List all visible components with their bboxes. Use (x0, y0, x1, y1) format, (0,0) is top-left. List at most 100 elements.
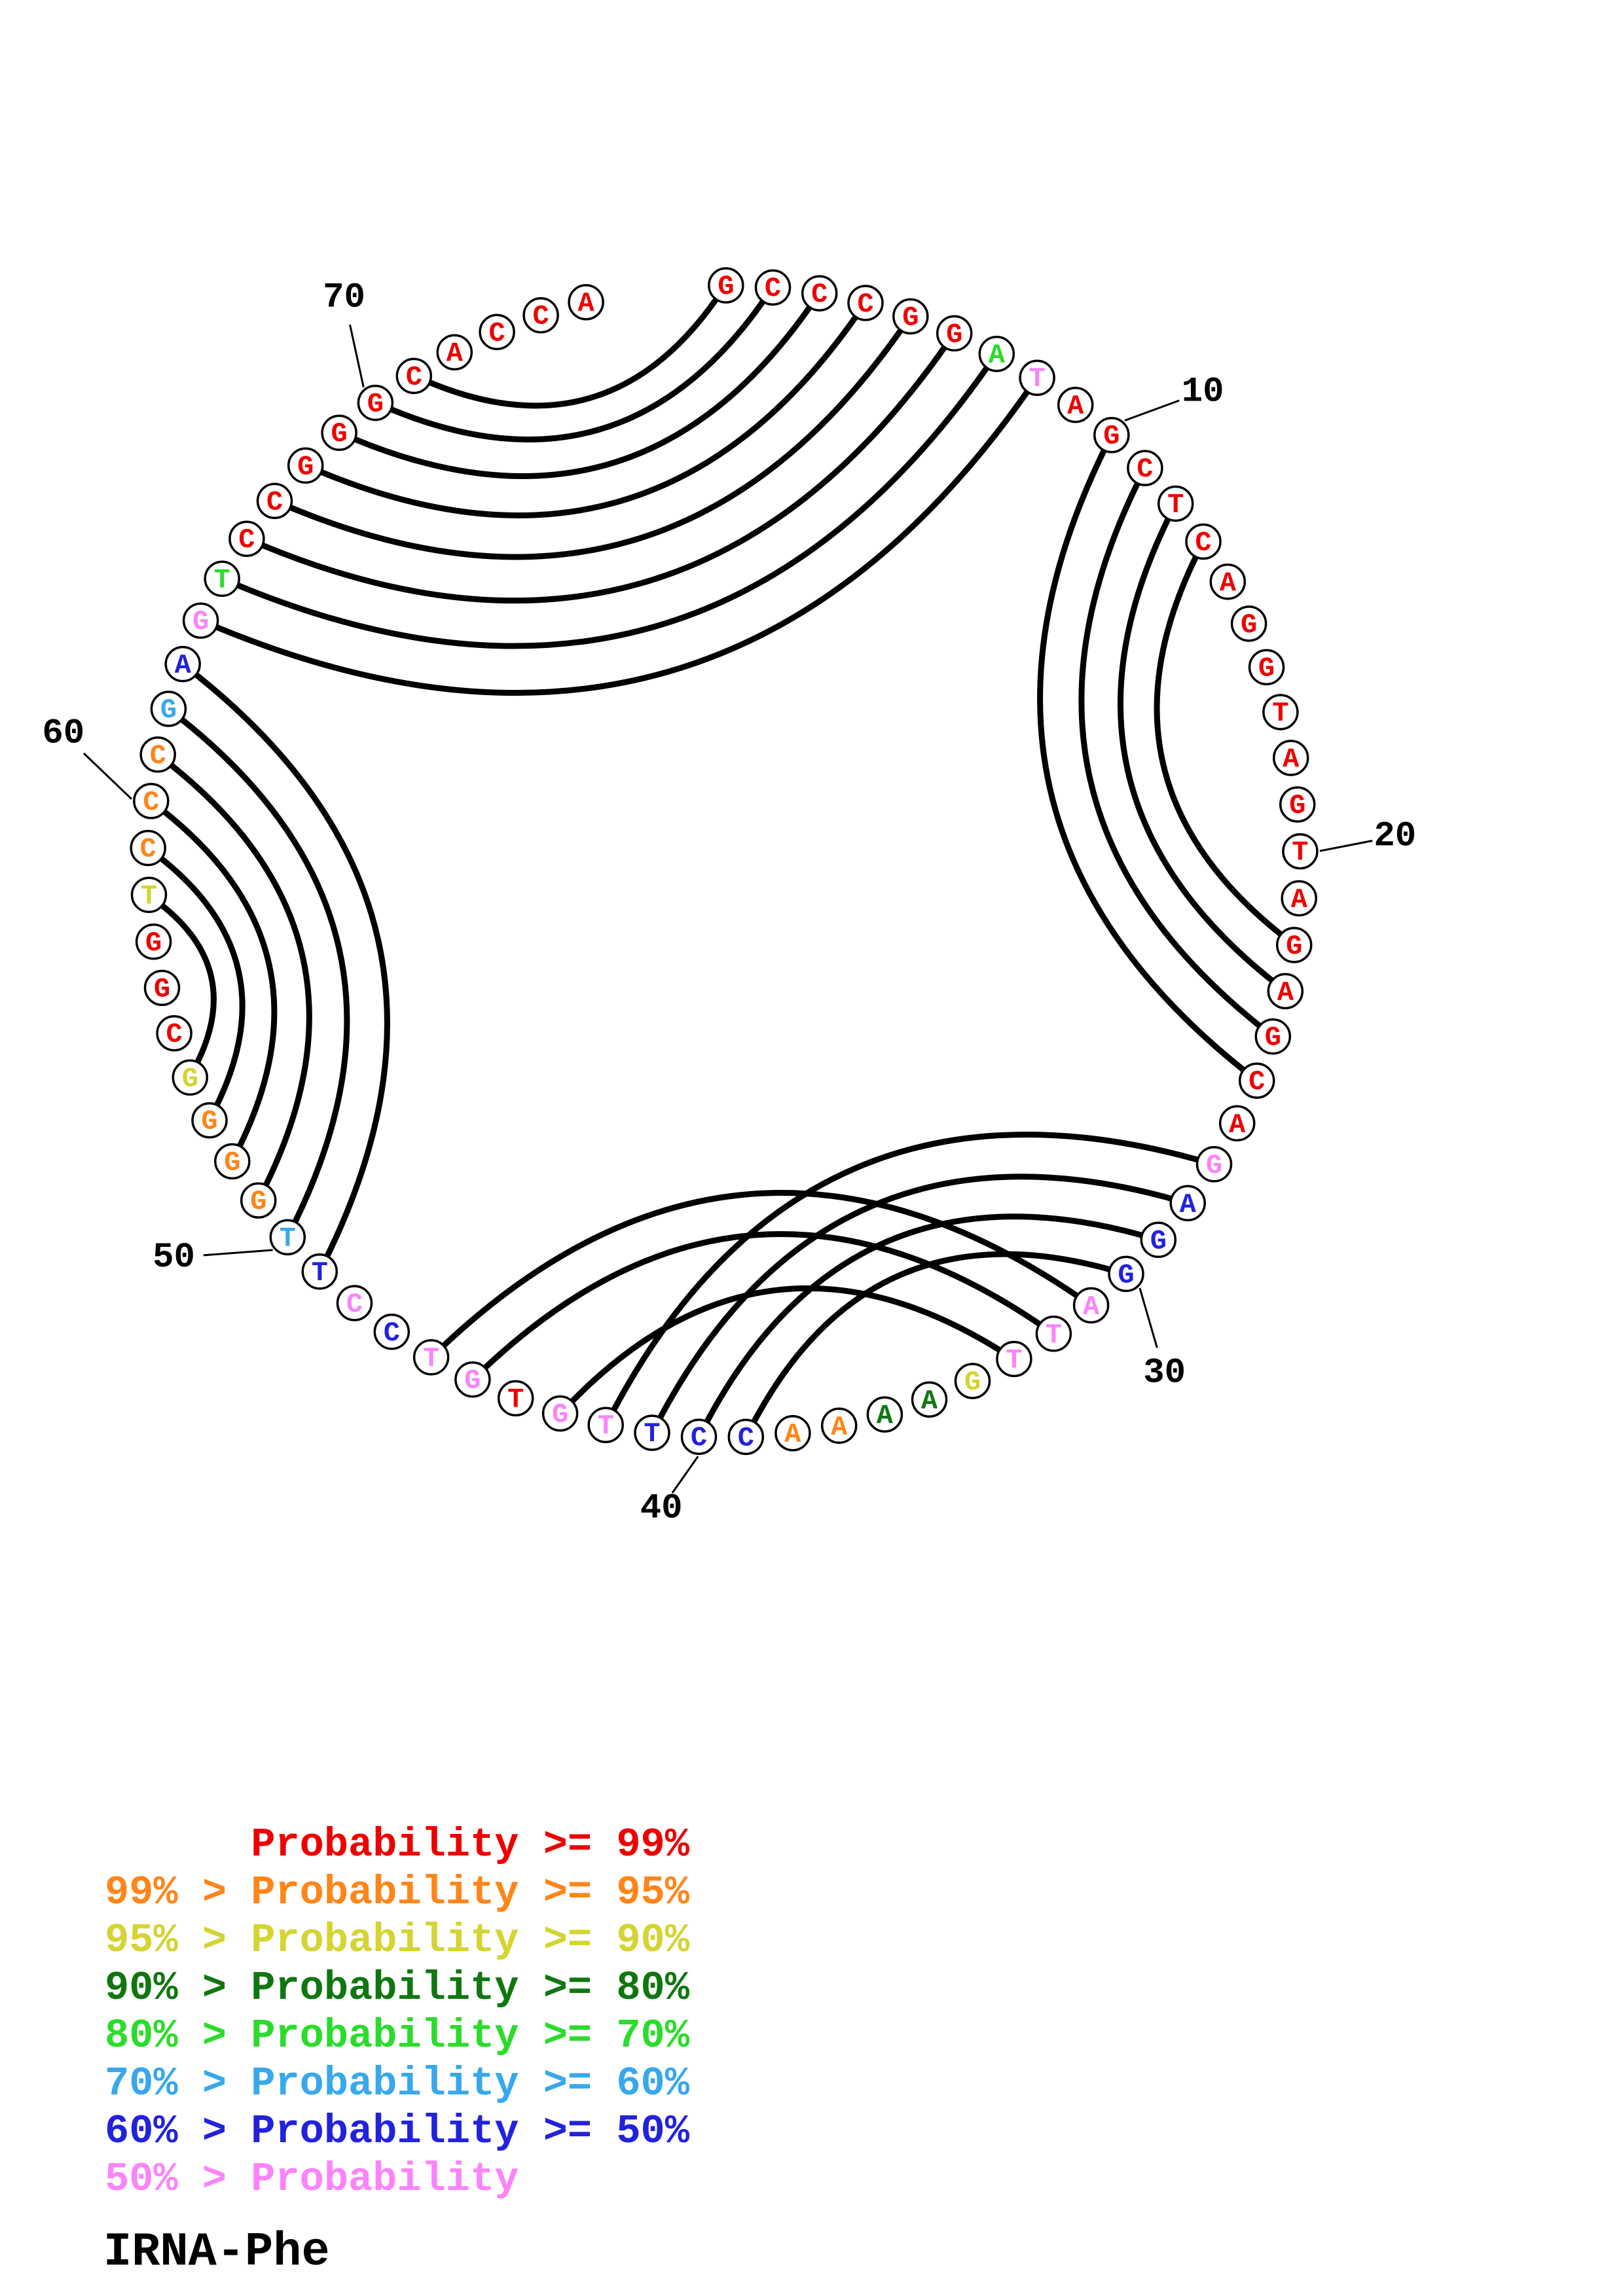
nucleotide-circle-10 (1093, 416, 1130, 454)
nucleotide-circle-45 (454, 1361, 491, 1398)
probability-legend: Probability >= 99% 99% > Probability >= 9… (105, 1821, 689, 2203)
nucleotide-circle-16 (1248, 649, 1285, 686)
nucleotide-letter-75: A (577, 288, 594, 319)
nucleotide-circle-34 (954, 1363, 991, 1399)
nucleotide-letter-39: C (738, 1422, 754, 1454)
nucleotide-circle-54 (172, 1059, 209, 1096)
nucleotide-letter-7: A (989, 340, 1006, 371)
nucleotide-letter-2: C (765, 273, 781, 304)
nucleotide-circle-48 (336, 1285, 373, 1321)
nucleotide-letter-49: T (312, 1257, 328, 1289)
nucleotide-letter-40: C (691, 1422, 707, 1454)
pair-arc-13-22 (1154, 554, 1284, 938)
pair-arc-31-46 (441, 1190, 1080, 1349)
pair-arc-2-70 (388, 298, 766, 442)
nucleotide-letter-57: G (145, 927, 162, 959)
nucleotide-letter-58: T (141, 880, 157, 912)
nucleotide-letter-14: A (1220, 567, 1237, 599)
nucleotide-letter-30: G (1118, 1259, 1134, 1291)
legend-row-1: Probability >= 99% (105, 1821, 689, 1868)
nucleotide-circle-1 (708, 267, 744, 304)
nucleotide-circle-39 (727, 1418, 765, 1456)
nucleotide-letter-37: A (831, 1411, 848, 1443)
legend-row-6: 70% > Probability >= 60% (105, 2060, 689, 2107)
nucleotide-circle-29 (1140, 1221, 1177, 1259)
nucleotide-circle-49 (301, 1253, 338, 1290)
nucleotide-circle-37 (820, 1407, 858, 1444)
nucleotide-letter-29: G (1150, 1225, 1167, 1257)
position-label-70: 70 (323, 278, 365, 318)
nucleotide-letter-6: G (946, 319, 962, 350)
nucleotide-circle-53 (191, 1102, 228, 1139)
nucleotide-circle-50 (269, 1219, 306, 1256)
nucleotide-circle-28 (1169, 1185, 1206, 1222)
nucleotide-letter-72: A (447, 338, 464, 369)
position-label-40: 40 (640, 1489, 683, 1529)
label-leader-20 (1319, 840, 1373, 852)
nucleotide-letter-15: G (1241, 609, 1257, 641)
nucleotide-letter-65: T (214, 564, 230, 596)
nucleotide-circle-65 (204, 560, 240, 598)
nucleotide-circle-66 (228, 520, 265, 557)
nucleotide-circle-61 (139, 736, 176, 773)
legend-row-5: 80% > Probability >= 70% (105, 2013, 689, 2059)
pair-arc-33-43 (569, 1285, 1003, 1405)
nucleotide-circle-6 (936, 315, 973, 352)
label-leader-50 (203, 1249, 273, 1257)
nucleotide-circle-35 (911, 1381, 948, 1418)
position-labels: 10 20 30 40 50 60 70 (42, 278, 1416, 1529)
nucleotide-circle-72 (436, 334, 473, 370)
nucleotide-letter-56: G (154, 973, 170, 1005)
nucleotide-circle-58 (130, 876, 168, 914)
nucleotide-letter-32: T (1046, 1319, 1062, 1351)
nucleotide-letter-36: A (877, 1400, 894, 1431)
nucleotide-letter-66: C (238, 524, 255, 556)
pair-arc-12-23 (1117, 516, 1275, 984)
nucleotide-letter-46: T (423, 1343, 439, 1374)
nucleotide-circle-47 (373, 1314, 410, 1350)
nucleotide-letter-63: A (175, 650, 192, 681)
position-label-50: 50 (153, 1238, 195, 1278)
nucleotide-circle-70 (357, 384, 394, 422)
nucleotide-circle-57 (135, 924, 172, 960)
nucleotide-circle-7 (978, 335, 1015, 372)
nucleotide-letter-33: T (1006, 1344, 1022, 1376)
legend-row-3: 95% > Probability >= 90% (105, 1917, 689, 1964)
nucleotide-letter-1: G (718, 271, 734, 302)
nucleotide-letter-34: G (964, 1367, 981, 1398)
pair-arc-52-60 (161, 808, 278, 1149)
nucleotide-letter-22: G (1286, 931, 1302, 962)
nucleotide-letter-68: G (297, 451, 314, 482)
pair-arc-8-64 (213, 388, 1030, 696)
nucleotide-circle-64 (182, 602, 219, 639)
nucleotide-letter-51: G (250, 1186, 266, 1217)
pair-arc-4-68 (318, 314, 859, 518)
legend-row-4: 90% > Probability >= 80% (105, 1965, 689, 2011)
nucleotide-circle-21 (1281, 880, 1317, 917)
nucleotide-circle-69 (321, 414, 357, 451)
pair-arc-3-69 (352, 304, 813, 479)
pair-arc-50-62 (179, 716, 350, 1225)
nucleotide-letter-4: C (857, 289, 873, 320)
nucleotide-circle-40 (680, 1418, 718, 1455)
nucleotide-letter-69: G (331, 418, 347, 450)
nucleotide-circle-60 (133, 783, 170, 819)
nucleotide-letter-10: G (1103, 421, 1120, 452)
nucleotide-circle-15 (1230, 605, 1267, 642)
nucleotide-letter-67: C (266, 486, 283, 518)
nucleotide-circle-4 (847, 285, 884, 321)
nucleotide-letter-3: C (811, 279, 828, 310)
nucleotide-circle-51 (240, 1182, 277, 1219)
nucleotide-letter-35: A (921, 1385, 938, 1416)
nucleotide-circle-59 (130, 829, 166, 867)
nucleotide-circle-71 (395, 357, 433, 395)
nucleotide-letter-42: T (598, 1410, 614, 1442)
nucleotide-letter-20: T (1292, 837, 1308, 869)
pair-arc-10-25 (1037, 447, 1247, 1073)
nucleotide-letter-18: A (1283, 744, 1300, 775)
position-label-60: 60 (42, 714, 84, 754)
nucleotide-letter-74: C (532, 301, 549, 332)
nucleotides: G C C C GGATAGCTCAGGTAGTAGAGCAGAGGATTGAAAACC… (130, 267, 1319, 1456)
nucleotide-circle-33 (996, 1340, 1032, 1378)
nucleotide-circle-9 (1057, 386, 1094, 423)
